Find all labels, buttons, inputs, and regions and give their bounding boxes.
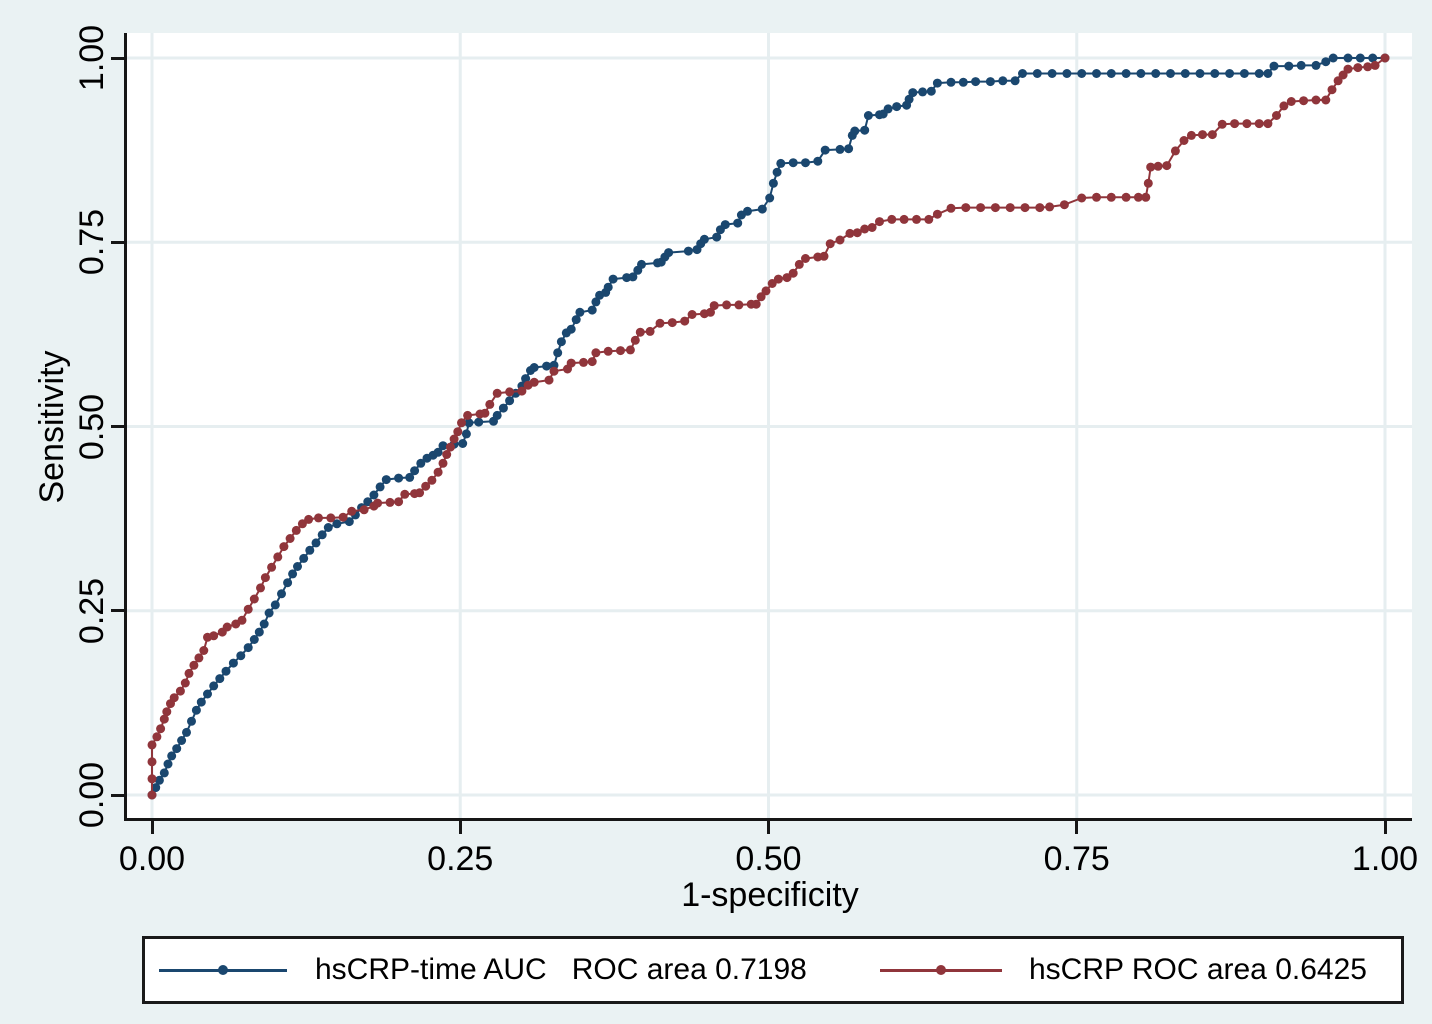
x-axis-tick [150,821,154,834]
x-axis-title: 1-specificity [681,876,859,914]
x-axis-tick-label: 0.25 [427,840,494,878]
x-axis-tick-label: 0.50 [735,840,802,878]
legend-dot-icon [218,965,228,975]
legend-label-hscrp: hsCRP ROC area 0.6425 [1029,953,1367,986]
y-axis-tick [111,609,124,613]
y-axis-tick-label: 0.25 [73,577,111,644]
y-axis-tick [111,240,124,244]
roc-curve-hscrp [147,53,1390,800]
y-axis-title: Sensitivity [33,350,71,504]
legend-line-icon [159,965,287,975]
legend-sample-line-hscrp [880,939,1002,1001]
x-axis-tick-label: 0.75 [1043,840,1110,878]
y-axis-tick [111,793,124,797]
y-axis-tick-label: 0.00 [73,761,111,829]
y-axis-tick-label: 1.00 [73,24,111,92]
legend-line-icon [880,965,1002,975]
legend-label-hscrp-time: hsCRP-time AUC ROC area 0.7198 [315,953,807,986]
legend-sample-line-hscrp-time [159,939,287,1001]
plot-area [124,33,1412,821]
roc-curves-canvas [127,33,1412,818]
legend-box: hsCRP-time AUC ROC area 0.7198 hsCRP ROC… [142,936,1404,1004]
legend-dot-icon [936,965,946,975]
y-axis-tick-label: 0.50 [73,393,111,460]
x-axis-tick-label: 0.00 [118,840,186,878]
y-axis-tick [111,425,124,428]
x-axis-tick [1383,821,1387,834]
y-axis-tick-label: 0.75 [73,209,111,276]
x-axis-tick-label: 1.00 [1351,840,1419,878]
x-axis-tick [1075,821,1079,834]
y-axis-tick [111,56,124,60]
x-axis-tick [767,821,770,834]
x-axis-tick [458,821,462,834]
